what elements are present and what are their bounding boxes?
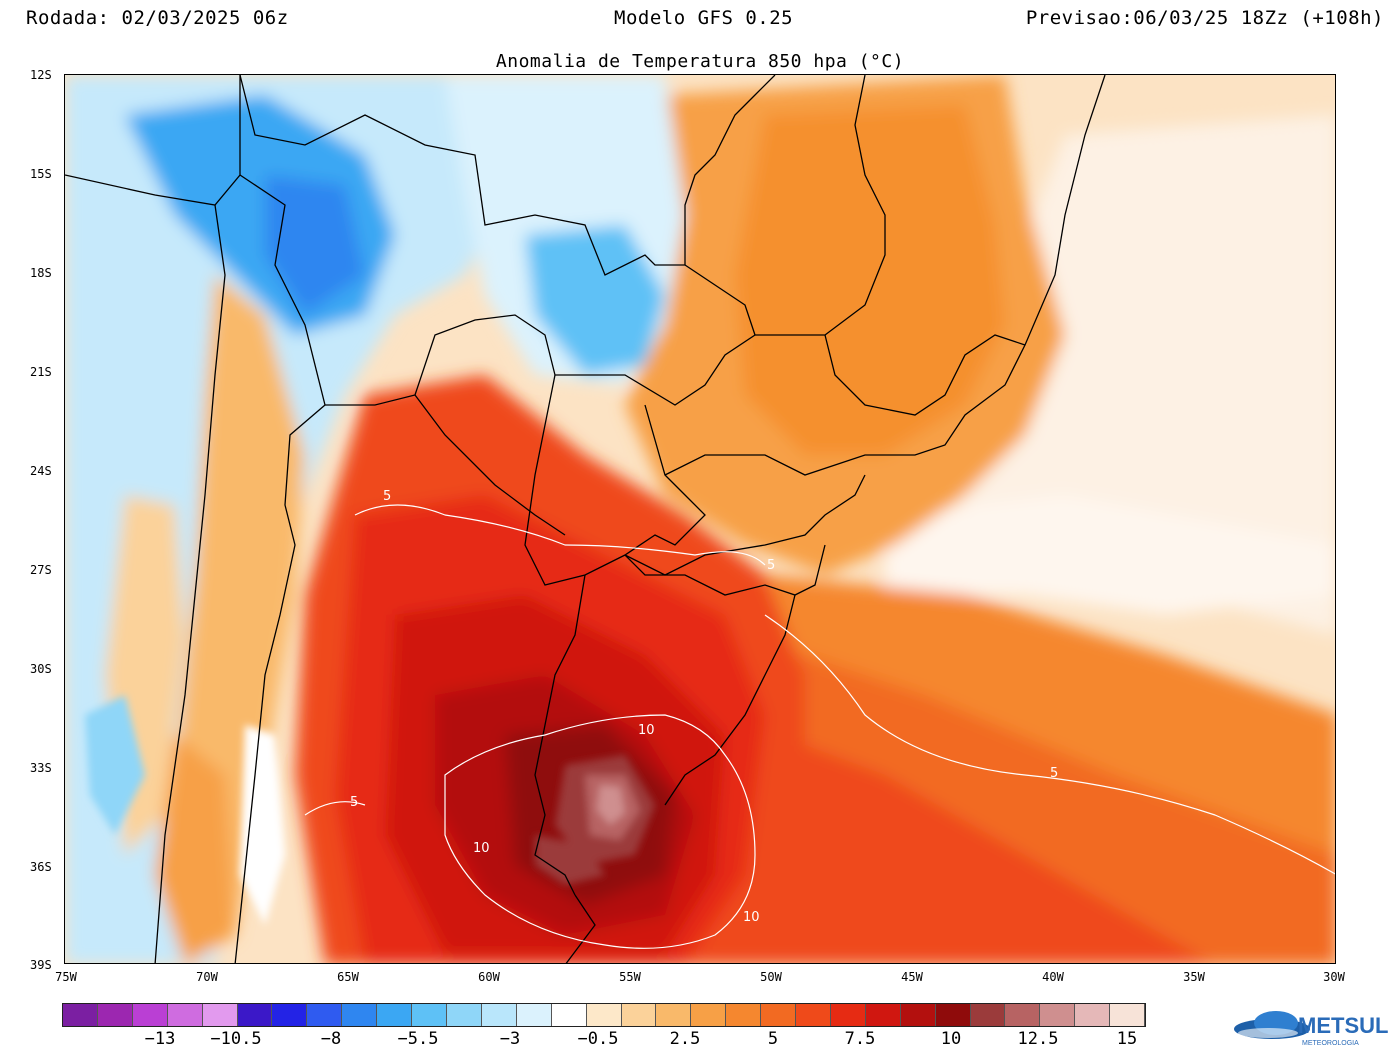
lat-label: 18S <box>30 266 52 280</box>
colorbar-swatch <box>307 1004 343 1026</box>
contour-label-10: 10 <box>743 910 760 925</box>
lat-label: 39S <box>30 958 52 972</box>
contour-label-10: 10 <box>473 841 490 856</box>
colorbar-label: −10.5 <box>210 1029 262 1049</box>
lon-label: 35W <box>1183 970 1205 984</box>
anomaly-map: 5 5 5 5 10 10 10 <box>64 74 1336 964</box>
colorbar-label: −13 <box>144 1029 176 1049</box>
colorbar-label: 15 <box>1116 1029 1138 1049</box>
contour-label-5: 5 <box>383 489 391 504</box>
colorbar-swatch <box>691 1004 727 1026</box>
colorbar-label: 7.5 <box>844 1029 876 1049</box>
colorbar-swatch <box>481 1004 517 1026</box>
colorbar-swatch <box>272 1004 308 1026</box>
colorbar-swatch <box>167 1004 203 1026</box>
run-label: Rodada: 02/03/2025 06z <box>26 7 289 29</box>
colorbar-label: 10 <box>940 1029 962 1049</box>
lat-label: 12S <box>30 68 52 82</box>
colorbar-swatch <box>830 1004 866 1026</box>
colorbar-swatch <box>970 1004 1006 1026</box>
colorbar-swatch <box>202 1004 238 1026</box>
colorbar-swatch <box>516 1004 552 1026</box>
lat-label: 15S <box>30 167 52 181</box>
colorbar-swatch <box>1110 1004 1146 1026</box>
colorbar-swatch <box>97 1004 133 1026</box>
lat-label: 24S <box>30 464 52 478</box>
colorbar-swatch <box>237 1004 273 1026</box>
contour-label-10: 10 <box>638 723 655 738</box>
colorbar-label: 12.5 <box>1017 1029 1059 1049</box>
contour-label-5: 5 <box>350 795 358 810</box>
lon-label: 75W <box>55 970 77 984</box>
colorbar-swatch <box>342 1004 378 1026</box>
colorbar-swatch <box>1005 1004 1041 1026</box>
anomaly-field: 5 5 5 5 10 10 10 <box>65 75 1335 963</box>
colorbar-swatch <box>621 1004 657 1026</box>
colorbar-swatch <box>656 1004 692 1026</box>
colorbar-label: 2.5 <box>669 1029 701 1049</box>
colorbar-swatch <box>1040 1004 1076 1026</box>
colorbar-swatch <box>1075 1004 1111 1026</box>
lon-label: 70W <box>196 970 218 984</box>
colorbar-swatch <box>63 1004 98 1026</box>
lat-label: 27S <box>30 563 52 577</box>
colorbar-swatch <box>726 1004 762 1026</box>
colorbar-swatch <box>865 1004 901 1026</box>
map-title: Anomalia de Temperatura 850 hpa (°C) <box>495 51 905 72</box>
logo-subtext: METEOROLOGIA <box>1302 1040 1359 1047</box>
lon-label: 60W <box>478 970 500 984</box>
colorbar-label: 5 <box>767 1029 779 1049</box>
colorbar-label: −3 <box>499 1029 521 1049</box>
colorbar-swatch <box>796 1004 831 1026</box>
lon-label: 65W <box>337 970 359 984</box>
logo-text: METSUL <box>1298 1013 1388 1038</box>
lon-label: 55W <box>619 970 641 984</box>
colorbar-swatch <box>900 1004 936 1026</box>
colorbar-swatch <box>935 1004 971 1026</box>
contour-label-5: 5 <box>767 558 775 573</box>
colorbar-swatch <box>761 1004 797 1026</box>
colorbar-label: −5.5 <box>397 1029 439 1049</box>
lon-label: 45W <box>901 970 923 984</box>
colorbar-label: −8 <box>320 1029 342 1049</box>
lat-label: 33S <box>30 761 52 775</box>
colorbar-swatch <box>132 1004 168 1026</box>
colorbar-swatch <box>412 1004 447 1026</box>
color-scale <box>62 1003 1146 1027</box>
lat-label: 30S <box>30 662 52 676</box>
colorbar-label: −0.5 <box>577 1029 619 1049</box>
lon-label: 40W <box>1042 970 1064 984</box>
lat-label: 36S <box>30 860 52 874</box>
colorbar-swatch <box>586 1004 622 1026</box>
metsul-logo: METSUL METEOROLOGIA <box>1234 1011 1388 1047</box>
lat-label: 21S <box>30 365 52 379</box>
colorbar-swatch <box>551 1004 587 1026</box>
forecast-label: Previsao:06/03/25 18Zz (+108h) <box>1025 7 1384 29</box>
lon-label: 30W <box>1323 970 1345 984</box>
model-label: Modelo GFS 0.25 <box>614 7 794 29</box>
lon-label: 50W <box>760 970 782 984</box>
colorbar-swatch <box>446 1004 482 1026</box>
contour-label-5: 5 <box>1050 766 1058 781</box>
colorbar-swatch <box>377 1004 413 1026</box>
